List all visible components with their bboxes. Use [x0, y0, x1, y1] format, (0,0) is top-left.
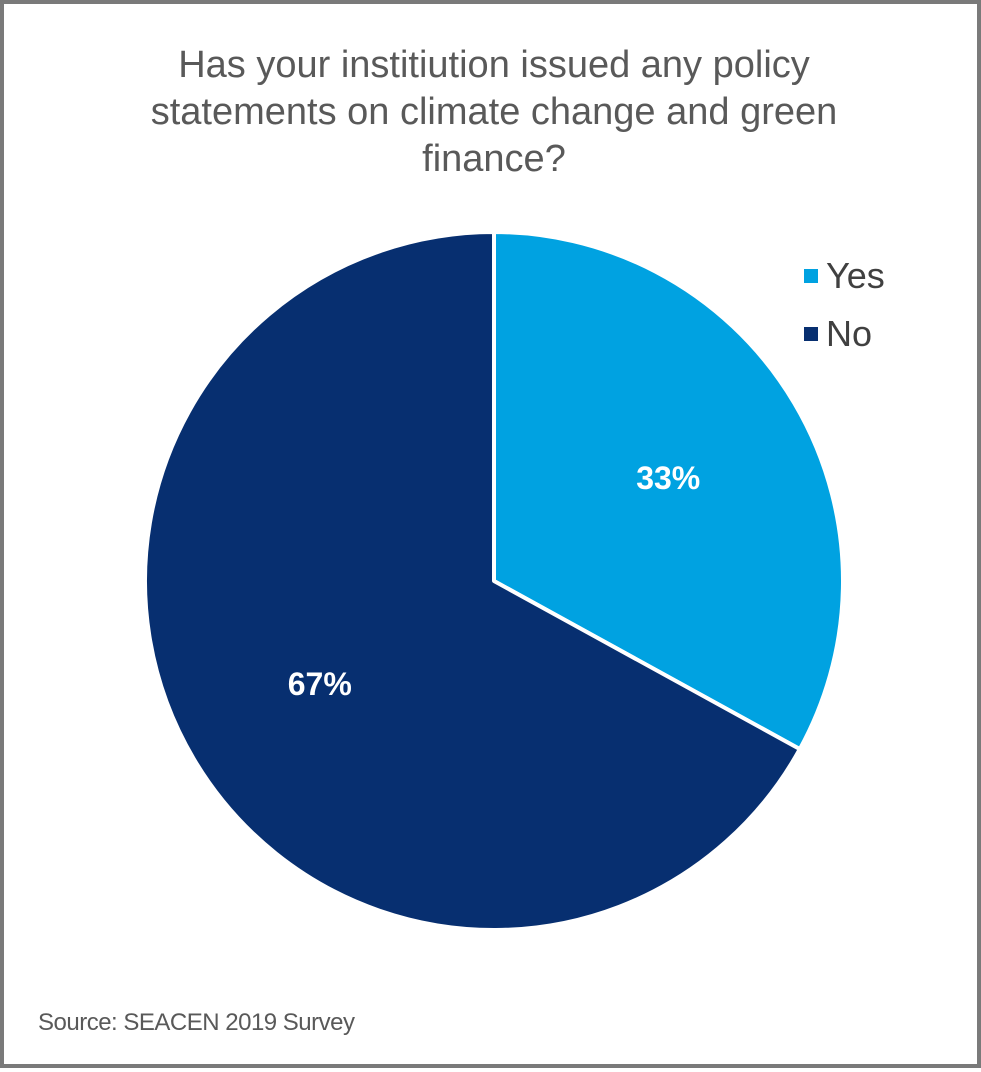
chart-title-line-1: Has your institiution issued any policy [178, 44, 810, 86]
data-label-yes: 33% [636, 460, 700, 496]
pie-slices [143, 230, 845, 932]
legend: Yes No [804, 247, 885, 363]
pie-chart: 33% 67% [143, 230, 845, 932]
pie-data-labels: 33% 67% [288, 460, 701, 702]
legend-swatch-no [804, 327, 818, 341]
legend-item-no: No [804, 305, 885, 363]
chart-title-line-2: statements on climate change and green [150, 91, 838, 133]
legend-item-yes: Yes [804, 247, 885, 305]
legend-swatch-yes [804, 269, 818, 283]
source-note: Source: SEACEN 2019 Survey [38, 1009, 355, 1036]
chart-title: Has your institiution issued any policy … [44, 42, 944, 183]
legend-label-yes: Yes [826, 255, 885, 296]
pie-slice-no [143, 230, 802, 932]
legend-label-no: No [826, 313, 873, 354]
chart-title-line-3: finance? [422, 138, 566, 180]
pie-slice-yes [492, 230, 845, 752]
data-label-no: 67% [288, 666, 352, 702]
